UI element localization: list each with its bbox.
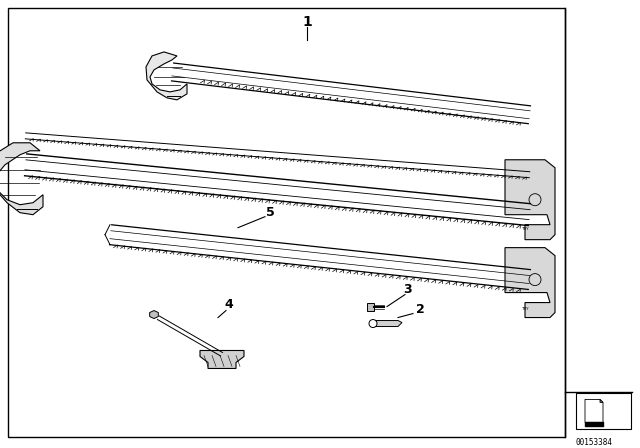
Polygon shape (150, 310, 158, 319)
Polygon shape (505, 160, 555, 240)
Bar (367, 302, 374, 310)
Polygon shape (0, 143, 43, 215)
Text: 4: 4 (225, 298, 234, 311)
Text: 1: 1 (302, 15, 312, 29)
Bar (8, 8, 565, 437)
Text: TRY: TRY (521, 306, 529, 310)
Text: 00153384: 00153384 (576, 438, 613, 447)
Bar (576, 393, 631, 429)
Polygon shape (505, 248, 555, 318)
Circle shape (369, 319, 377, 327)
Text: 3: 3 (404, 283, 412, 296)
Polygon shape (200, 350, 244, 368)
Polygon shape (373, 320, 402, 327)
Text: 5: 5 (266, 206, 275, 219)
Polygon shape (585, 400, 603, 422)
Text: TRY: TRY (521, 227, 529, 231)
Polygon shape (146, 52, 187, 100)
Polygon shape (600, 400, 603, 402)
Text: 2: 2 (415, 303, 424, 316)
